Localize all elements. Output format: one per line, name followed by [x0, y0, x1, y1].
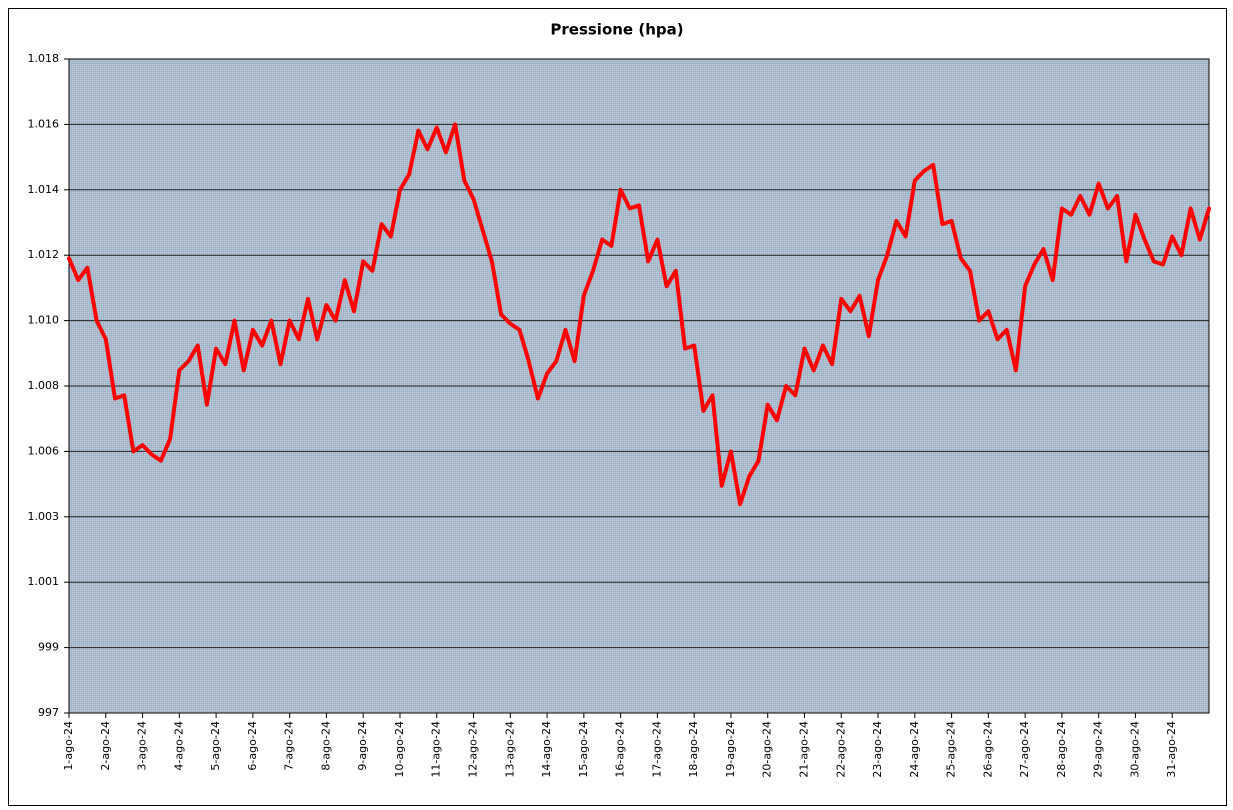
y-tick-label: 1.010 — [28, 314, 60, 327]
x-tick-label: 12-ago-24 — [467, 721, 480, 778]
x-tick-label: 14-ago-24 — [540, 721, 553, 778]
x-tick-label: 24-ago-24 — [908, 721, 921, 778]
x-tick-label: 27-ago-24 — [1018, 721, 1031, 778]
x-tick-label: 2-ago-24 — [99, 721, 112, 771]
x-tick-label: 29-ago-24 — [1092, 721, 1105, 778]
x-tick-label: 18-ago-24 — [687, 721, 700, 778]
x-tick-label: 23-ago-24 — [871, 721, 884, 778]
y-tick-label: 1.008 — [28, 379, 60, 392]
x-tick-label: 15-ago-24 — [577, 721, 590, 778]
x-tick-label: 9-ago-24 — [356, 721, 369, 771]
x-tick-label: 20-ago-24 — [761, 721, 774, 778]
x-tick-label: 3-ago-24 — [136, 721, 149, 771]
x-tick-label: 10-ago-24 — [393, 721, 406, 778]
y-tick-label: 1.001 — [28, 575, 60, 588]
x-tick-label: 4-ago-24 — [172, 721, 185, 771]
x-tick-label: 25-ago-24 — [945, 721, 958, 778]
chart-title: Pressione (hpa) — [550, 21, 683, 39]
y-tick-label: 997 — [38, 706, 59, 719]
x-tick-label: 31-ago-24 — [1165, 721, 1178, 778]
y-tick-label: 1.012 — [28, 248, 60, 261]
x-tick-label: 11-ago-24 — [430, 721, 443, 778]
x-tick-label: 7-ago-24 — [283, 721, 296, 771]
x-tick-label: 13-ago-24 — [503, 721, 516, 778]
y-tick-label: 1.014 — [28, 183, 60, 196]
x-tick-label: 28-ago-24 — [1055, 721, 1068, 778]
x-tick-label: 30-ago-24 — [1128, 721, 1141, 778]
x-tick-label: 1-ago-24 — [62, 721, 75, 771]
x-tick-label: 17-ago-24 — [650, 721, 663, 778]
y-tick-label: 1.006 — [28, 444, 60, 457]
y-tick-label: 1.016 — [28, 117, 60, 130]
y-tick-label: 1.003 — [28, 510, 60, 523]
series-line — [67, 122, 1211, 507]
x-tick-label: 16-ago-24 — [614, 721, 627, 778]
x-tick-label: 19-ago-24 — [724, 721, 737, 778]
plot-border — [68, 58, 1210, 714]
y-tick-label: 1.018 — [28, 52, 60, 65]
x-tick-label: 6-ago-24 — [246, 721, 259, 771]
x-tick-label: 22-ago-24 — [834, 721, 847, 778]
x-tick-label: 5-ago-24 — [209, 721, 222, 771]
x-tick-label: 8-ago-24 — [319, 721, 332, 771]
x-tick-label: 21-ago-24 — [797, 721, 810, 778]
y-tick-label: 999 — [38, 641, 59, 654]
x-tick-label: 26-ago-24 — [981, 721, 994, 778]
